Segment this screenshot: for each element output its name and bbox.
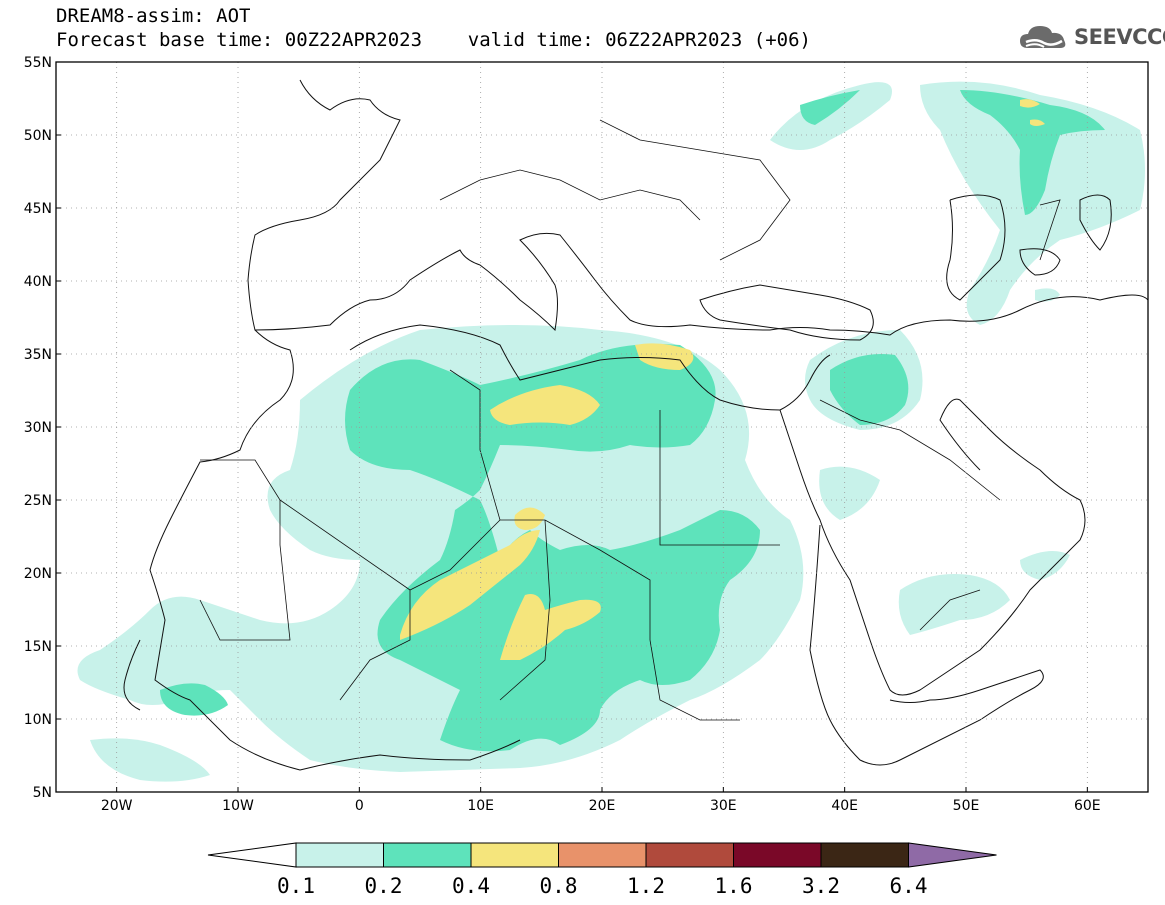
colorbar-level-label: 0.8 bbox=[540, 874, 578, 898]
colorbar-level-label: 0.1 bbox=[277, 874, 315, 898]
colorbar-bin bbox=[295, 842, 384, 868]
seevccc-logo: SEEVCCC bbox=[1018, 22, 1165, 52]
longitude-labels: 20W 10W 0 10E 20E 30E 40E 50E 60E bbox=[101, 787, 1101, 814]
colorbar-level-label: 0.4 bbox=[452, 874, 490, 898]
aot-level-0.2 bbox=[160, 90, 1105, 752]
lon-label: 50E bbox=[953, 798, 980, 814]
lat-label: 30N bbox=[24, 420, 52, 436]
colorbar-bin bbox=[820, 842, 909, 868]
lon-label: 10W bbox=[222, 798, 254, 814]
colorbar-bin bbox=[733, 842, 822, 868]
lat-label: 5N bbox=[33, 785, 52, 801]
lon-label: 60E bbox=[1074, 798, 1101, 814]
lat-label: 45N bbox=[24, 201, 52, 217]
colorbar-bin bbox=[470, 842, 559, 868]
lon-label: 40E bbox=[831, 798, 858, 814]
lon-label: 30E bbox=[710, 798, 737, 814]
lat-label: 50N bbox=[24, 128, 52, 144]
lon-label: 20W bbox=[101, 798, 133, 814]
colorbar-level-label: 6.4 bbox=[890, 874, 928, 898]
lon-label: 20E bbox=[589, 798, 616, 814]
lat-label: 15N bbox=[24, 639, 52, 655]
lat-label: 20N bbox=[24, 566, 52, 582]
colorbar-level-label: 3.2 bbox=[802, 874, 840, 898]
aot-field bbox=[77, 81, 1145, 782]
colorbar-bin bbox=[558, 842, 647, 868]
lat-label: 10N bbox=[24, 712, 52, 728]
map-title: DREAM8-assim: AOT bbox=[56, 5, 251, 27]
colorbar-level-label: 0.2 bbox=[365, 874, 403, 898]
logo-text: SEEVCCC bbox=[1074, 25, 1165, 49]
colorbar-level-label: 1.6 bbox=[715, 874, 753, 898]
colorbar: 0.1 0.2 0.4 0.8 1.2 1.6 3.2 6.4 bbox=[207, 842, 997, 898]
latitude-labels: 55N 50N 45N 40N 35N 30N 25N 20N 15N 10N 5N bbox=[24, 55, 61, 801]
lat-label: 40N bbox=[24, 274, 52, 290]
lat-label: 25N bbox=[24, 493, 52, 509]
lat-label: 35N bbox=[24, 347, 52, 363]
colorbar-level-label: 1.2 bbox=[627, 874, 665, 898]
colorbar-bin bbox=[383, 842, 472, 868]
cloud-icon bbox=[1020, 26, 1066, 48]
forecast-time-line: Forecast base time: 00Z22APR2023 valid t… bbox=[56, 29, 811, 51]
colorbar-over-arrow bbox=[908, 842, 997, 868]
borders bbox=[199, 119, 1061, 721]
lon-label: 0 bbox=[355, 798, 364, 814]
lat-label: 55N bbox=[24, 55, 52, 71]
colorbar-bin bbox=[645, 842, 734, 868]
graticule bbox=[56, 62, 1148, 792]
colorbar-under-arrow bbox=[207, 842, 297, 868]
lon-label: 10E bbox=[467, 798, 494, 814]
aot-level-0.4 bbox=[400, 99, 1045, 660]
coastlines bbox=[123, 79, 1148, 771]
